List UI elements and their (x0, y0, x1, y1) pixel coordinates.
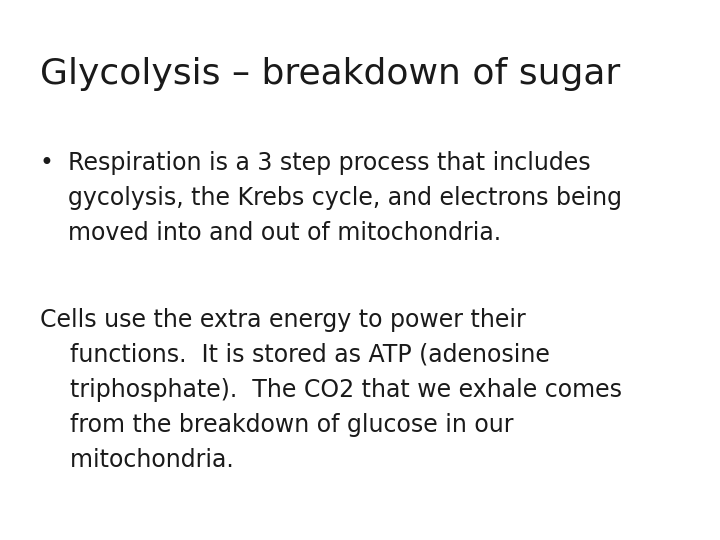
Text: triphosphate).  The CO2 that we exhale comes: triphosphate). The CO2 that we exhale co… (40, 378, 621, 402)
Text: from the breakdown of glucose in our: from the breakdown of glucose in our (40, 413, 513, 437)
Text: functions.  It is stored as ATP (adenosine: functions. It is stored as ATP (adenosin… (40, 343, 549, 367)
Text: Respiration is a 3 step process that includes: Respiration is a 3 step process that inc… (68, 151, 591, 175)
Text: •: • (40, 151, 53, 175)
Text: gycolysis, the Krebs cycle, and electrons being: gycolysis, the Krebs cycle, and electron… (68, 186, 622, 210)
Text: mitochondria.: mitochondria. (40, 448, 233, 472)
Text: moved into and out of mitochondria.: moved into and out of mitochondria. (68, 221, 502, 245)
Text: Glycolysis – breakdown of sugar: Glycolysis – breakdown of sugar (40, 57, 620, 91)
Text: Cells use the extra energy to power their: Cells use the extra energy to power thei… (40, 308, 526, 332)
